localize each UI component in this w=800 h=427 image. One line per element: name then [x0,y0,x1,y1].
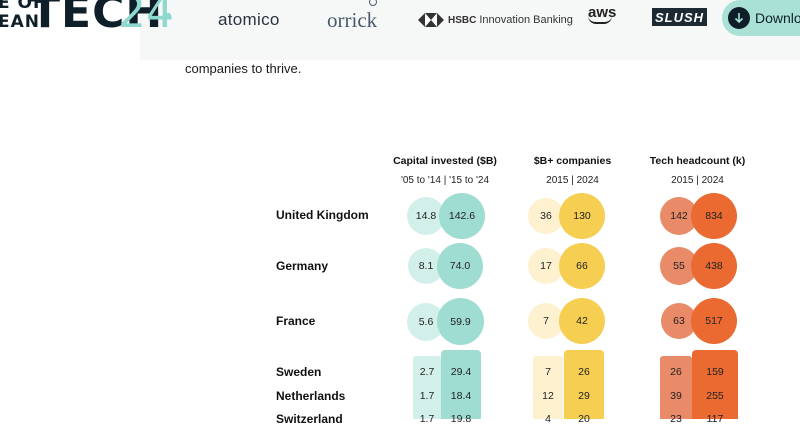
bplus-bubble-2015: 7 [528,303,564,339]
headcount-bubble-2024: 517 [691,298,737,344]
headcount-value-2024: 255 [706,390,724,402]
headcount-bar-2024 [692,350,738,419]
headcount-value-2024: 117 [706,413,724,425]
download-arrow-icon [728,7,750,29]
headcount-value-2015: 39 [670,390,682,402]
logo-line-2: EAN [0,12,40,32]
column-sub: 2015 | 2024 [671,175,724,186]
capital-value-early: 1.7 [419,390,435,402]
capital-value-late: 29.4 [450,366,472,378]
capital-value-late: 18.4 [450,390,472,402]
bplus-value-2015: 12 [542,390,554,402]
bplus-bubble-2024: 130 [559,193,605,239]
capital-bubble-late: 74.0 [437,243,483,289]
aws-smile-icon [588,16,612,24]
bplus-value-2024: 20 [578,413,590,425]
sponsor-hsbc[interactable]: HSBC Innovation Banking [418,0,573,40]
logo-line-1: E OF [0,0,46,13]
hsbc-hexagon-icon [418,13,444,27]
column-tech-headcount: Tech headcount (k) 2015 | 2024 [640,155,755,186]
country-label: Sweden [276,365,322,379]
bplus-bubble-2024: 66 [559,243,605,289]
column-title: $B+ companies [533,155,612,167]
capital-value-early: 1.7 [419,413,435,425]
orrick-ring-icon [369,0,377,6]
country-label: United Kingdom [276,208,369,222]
bplus-bubble-2024: 42 [559,298,605,344]
bplus-value-2024: 26 [578,366,590,378]
country-label: Germany [276,259,329,273]
bplus-bar-2015 [533,356,563,419]
bplus-value-2015: 4 [545,413,551,425]
column-sub: 2015 | 2024 [546,175,599,186]
sponsor-orrick[interactable]: orrick [327,7,378,32]
column-billion-companies: $B+ companies 2015 | 2024 [515,155,630,186]
logo-dot-icon [166,13,171,18]
headcount-value-2015: 23 [670,413,682,425]
site-header: E OF EAN TECH 24 atomico orrick HSBC Inn… [0,0,800,60]
capital-bubble-late: 59.9 [437,298,484,345]
column-sub: '05 to '14 | '15 to '24 [400,175,490,186]
column-title: Capital invested ($B) [393,155,497,167]
capital-bubble-early: 14.8 [407,197,445,235]
bplus-value-2024: 29 [578,390,590,402]
capital-bar-early [413,356,441,419]
capital-value-early: 2.7 [419,366,435,378]
sponsor-atomico[interactable]: atomico [218,10,280,29]
bplus-bar-2024 [564,350,604,419]
headcount-value-2015: 26 [670,366,682,378]
intro-text: companies to thrive. [185,61,302,76]
country-label: Switzerland [276,412,343,426]
headcount-bubble-2024: 834 [691,193,737,239]
logo-word: TECH [30,0,164,38]
headcount-bar-2015 [660,356,692,419]
capital-value-late: 19.8 [450,413,472,425]
logo-number: 24 [118,0,174,38]
hsbc-brand: HSBC [448,14,477,26]
download-button[interactable]: Downloa [722,0,800,36]
download-label: Downloa [755,10,800,26]
headcount-bubble-2024: 438 [691,243,737,289]
column-title: Tech headcount (k) [649,155,746,167]
country-label: France [276,314,316,328]
column-capital-invested: Capital invested ($B) '05 to '14 | '15 t… [380,155,510,186]
capital-bar-late [441,350,481,419]
sponsor-slush[interactable]: SLUSH [652,8,708,26]
country-label: Netherlands [276,389,346,403]
state-of-tech-logo[interactable]: E OF EAN TECH 24 [0,0,175,42]
bplus-bubble-2015: 36 [528,198,564,234]
bplus-bubble-2015: 17 [528,248,564,284]
headcount-value-2024: 159 [706,366,724,378]
headcount-bubble-2015: 63 [661,303,697,339]
capital-bubble-late: 142.6 [439,193,485,239]
bplus-value-2015: 7 [545,366,551,378]
sponsor-aws[interactable]: aws [588,4,616,44]
hsbc-sub: Innovation Banking [479,14,573,26]
